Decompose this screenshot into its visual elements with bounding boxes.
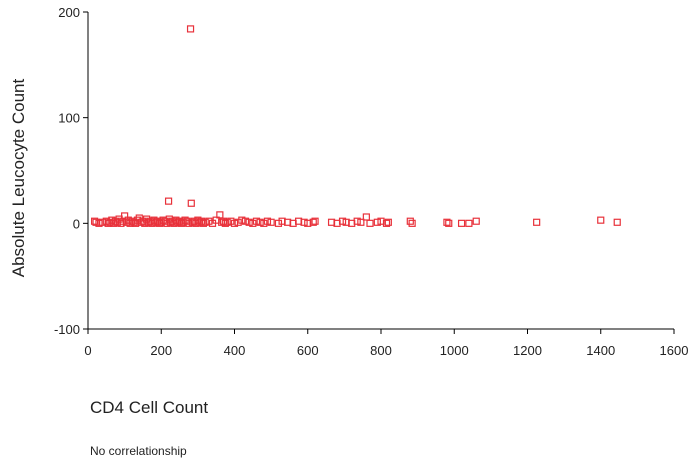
data-point xyxy=(186,25,195,33)
data-point xyxy=(241,217,250,225)
x-tick-label: 0 xyxy=(84,343,91,358)
x-tick-label: 1600 xyxy=(660,343,689,358)
data-point xyxy=(230,219,239,227)
data-point xyxy=(353,217,361,225)
data-point xyxy=(260,219,268,227)
data-point xyxy=(219,217,228,225)
data-point xyxy=(408,219,416,227)
data-point xyxy=(373,218,381,226)
data-point xyxy=(256,218,264,226)
data-point xyxy=(249,219,257,227)
data-point xyxy=(110,219,118,227)
data-point xyxy=(274,219,283,227)
data-point xyxy=(130,218,138,226)
y-axis-label: Absolute Leucocyte Count xyxy=(9,78,28,277)
data-point xyxy=(362,213,370,221)
data-point xyxy=(445,219,453,227)
data-point xyxy=(234,218,242,226)
data-point xyxy=(465,219,473,227)
data-point xyxy=(205,217,213,225)
data-point xyxy=(533,218,541,226)
data-point xyxy=(384,218,392,226)
data-points xyxy=(90,25,621,227)
data-point xyxy=(187,199,195,207)
data-point xyxy=(95,219,103,227)
data-point xyxy=(366,219,374,227)
x-tick-label: 400 xyxy=(224,343,246,358)
data-point xyxy=(382,219,391,227)
data-point xyxy=(227,217,235,225)
data-point xyxy=(309,218,317,226)
data-point xyxy=(263,217,272,225)
data-point xyxy=(252,217,261,225)
data-point xyxy=(443,218,451,226)
x-tick-label: 1400 xyxy=(586,343,615,358)
x-tick-label: 200 xyxy=(150,343,172,358)
data-point xyxy=(216,211,224,219)
annotation-note: No correlationship xyxy=(90,444,187,458)
data-point xyxy=(406,217,414,225)
y-tick-label: 200 xyxy=(58,5,80,20)
y-tick-label: -100 xyxy=(54,322,80,337)
data-point xyxy=(197,217,206,225)
data-point xyxy=(613,218,621,226)
data-point xyxy=(338,217,347,225)
x-tick-label: 600 xyxy=(297,343,319,358)
x-tick-label: 800 xyxy=(370,343,392,358)
x-axis-label: CD4 Cell Count xyxy=(90,398,209,417)
data-point xyxy=(90,217,99,225)
y-tick-label: 100 xyxy=(58,111,80,126)
data-point xyxy=(457,219,466,227)
data-point xyxy=(245,218,253,226)
x-tick-label: 1200 xyxy=(513,343,542,358)
data-point xyxy=(201,218,209,226)
data-point xyxy=(238,216,246,224)
data-point xyxy=(267,218,275,226)
data-point xyxy=(311,217,319,225)
data-point xyxy=(164,197,173,205)
data-point xyxy=(300,218,308,226)
axes: -100 0 100 200 0 200 400 600 800 1000 1200 1400 1600 xyxy=(54,5,688,358)
data-point xyxy=(472,217,480,225)
data-point xyxy=(357,218,365,226)
y-tick-label: 0 xyxy=(73,216,80,231)
data-point xyxy=(223,218,231,226)
x-tick-label: 1000 xyxy=(440,343,469,358)
data-point xyxy=(597,216,605,224)
